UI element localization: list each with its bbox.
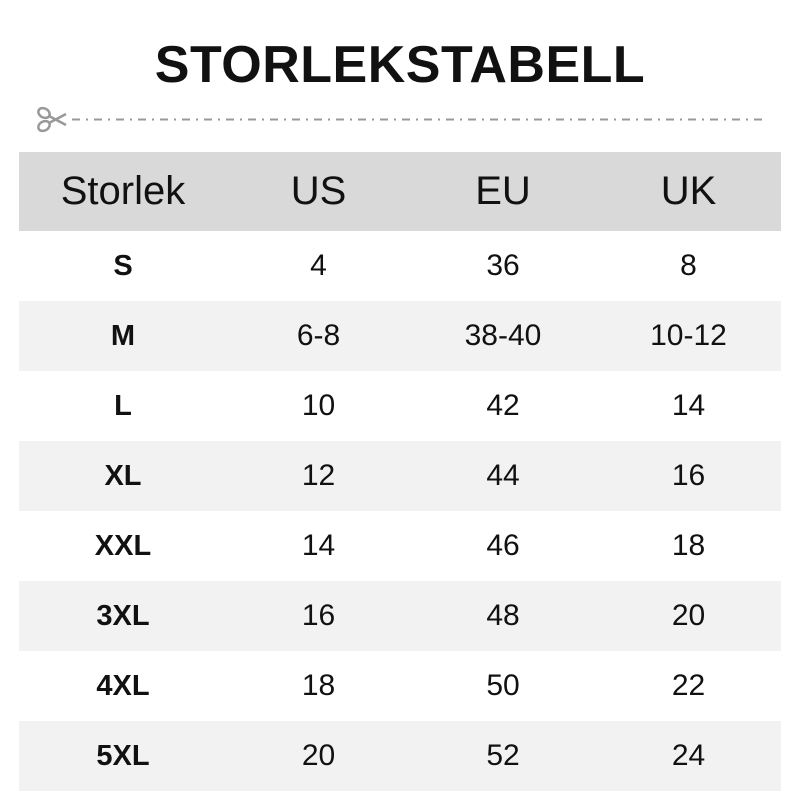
cell-us: 12 <box>301 459 336 492</box>
table-row: XL 12 44 16 <box>19 441 781 511</box>
cell-uk: 20 <box>671 599 706 632</box>
cell-size: 3XL <box>96 599 150 632</box>
cell-eu: 38-40 <box>464 319 542 352</box>
table-row: S 4 36 8 <box>19 231 781 301</box>
table-row: 3XL 16 48 20 <box>19 581 781 651</box>
cell-us: 16 <box>301 599 336 632</box>
table-row: M 6-8 38-40 10-12 <box>19 301 781 371</box>
cell-us: 18 <box>301 669 336 702</box>
cell-size: M <box>110 319 136 352</box>
cell-uk: 24 <box>671 739 706 772</box>
cell-eu: 48 <box>486 599 520 632</box>
table-header: Storlek US EU UK <box>19 152 781 231</box>
cell-us: 14 <box>301 529 336 562</box>
cell-size: 4XL <box>96 669 150 702</box>
cell-eu: 36 <box>486 249 520 282</box>
cell-uk: 8 <box>680 249 697 282</box>
page-title: STORLEKSTABELL <box>154 36 646 94</box>
cell-uk: 14 <box>671 389 706 422</box>
cell-uk: 18 <box>671 529 706 562</box>
cell-eu: 46 <box>486 529 520 562</box>
table-row: 4XL 18 50 22 <box>19 651 781 721</box>
cell-us: 6-8 <box>296 319 341 352</box>
cell-eu: 42 <box>486 389 520 422</box>
table-row: L 10 42 14 <box>19 371 781 441</box>
cell-eu: 50 <box>486 669 520 702</box>
cell-size: XXL <box>94 529 152 562</box>
scissors-icon <box>37 106 67 133</box>
size-table: Storlek US EU UK S 4 36 8 M 6-8 38-40 10-12 L 10 4… <box>19 152 781 791</box>
cell-uk: 16 <box>671 459 706 492</box>
table-row: 5XL 20 52 24 <box>19 721 781 791</box>
cell-us: 20 <box>301 739 336 772</box>
cell-size: XL <box>104 459 142 492</box>
cell-us: 4 <box>310 249 327 282</box>
cut-line <box>37 106 766 133</box>
cell-eu: 52 <box>486 739 520 772</box>
cell-eu: 44 <box>486 459 520 492</box>
header-eu: EU <box>475 169 531 213</box>
header-us: US <box>290 169 347 213</box>
cell-uk: 10-12 <box>650 319 727 352</box>
cell-size: 5XL <box>96 739 150 772</box>
cell-us: 10 <box>301 389 336 422</box>
header-uk: UK <box>660 169 717 213</box>
cell-size: L <box>114 389 132 422</box>
cell-size: S <box>113 249 133 282</box>
header-size: Storlek <box>60 169 186 213</box>
table-row: XXL 14 46 18 <box>19 511 781 581</box>
cell-uk: 22 <box>671 669 706 702</box>
